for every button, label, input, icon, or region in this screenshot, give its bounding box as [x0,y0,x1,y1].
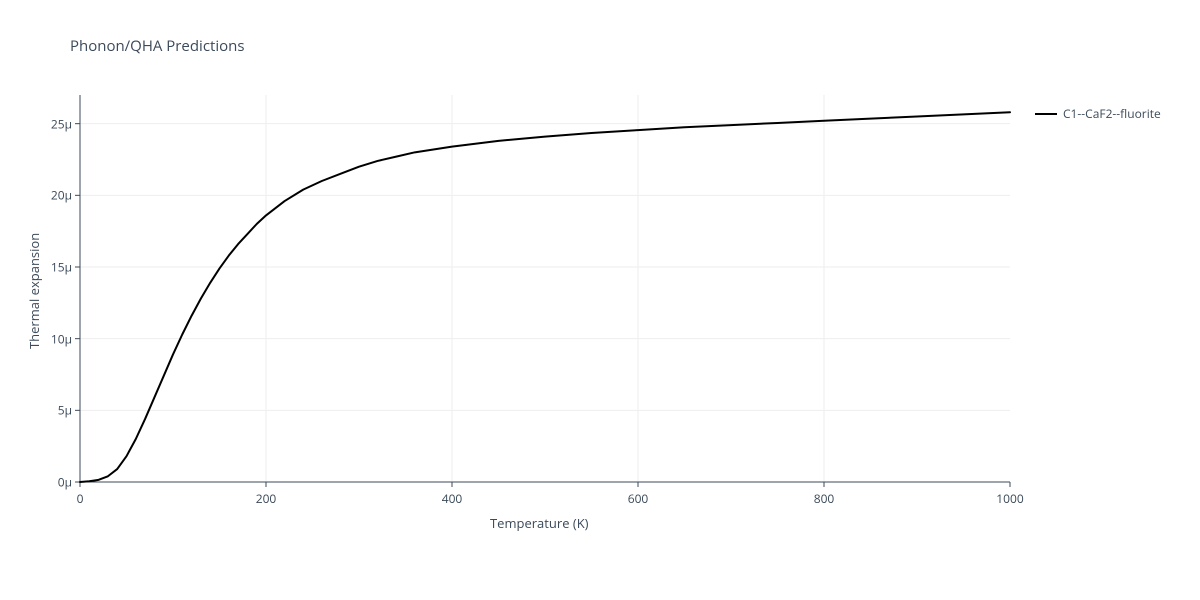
legend-swatch [1035,113,1057,115]
x-tick: 400 [442,490,463,507]
y-tick: 15μ [44,259,72,276]
y-tick: 5μ [44,402,72,419]
y-tick: 0μ [44,474,72,491]
x-tick: 600 [628,490,649,507]
x-tick: 800 [814,490,835,507]
thermal-expansion-chart: Phonon/QHA Predictions Temperature (K) T… [0,0,1200,600]
x-tick: 1000 [996,490,1023,507]
y-tick: 10μ [44,330,72,347]
chart-svg [0,0,1200,600]
legend-label: C1--CaF2--fluorite [1063,105,1161,122]
y-tick: 25μ [44,115,72,132]
y-tick: 20μ [44,187,72,204]
x-tick: 200 [256,490,277,507]
legend: C1--CaF2--fluorite [1035,105,1161,122]
x-tick: 0 [77,490,84,507]
